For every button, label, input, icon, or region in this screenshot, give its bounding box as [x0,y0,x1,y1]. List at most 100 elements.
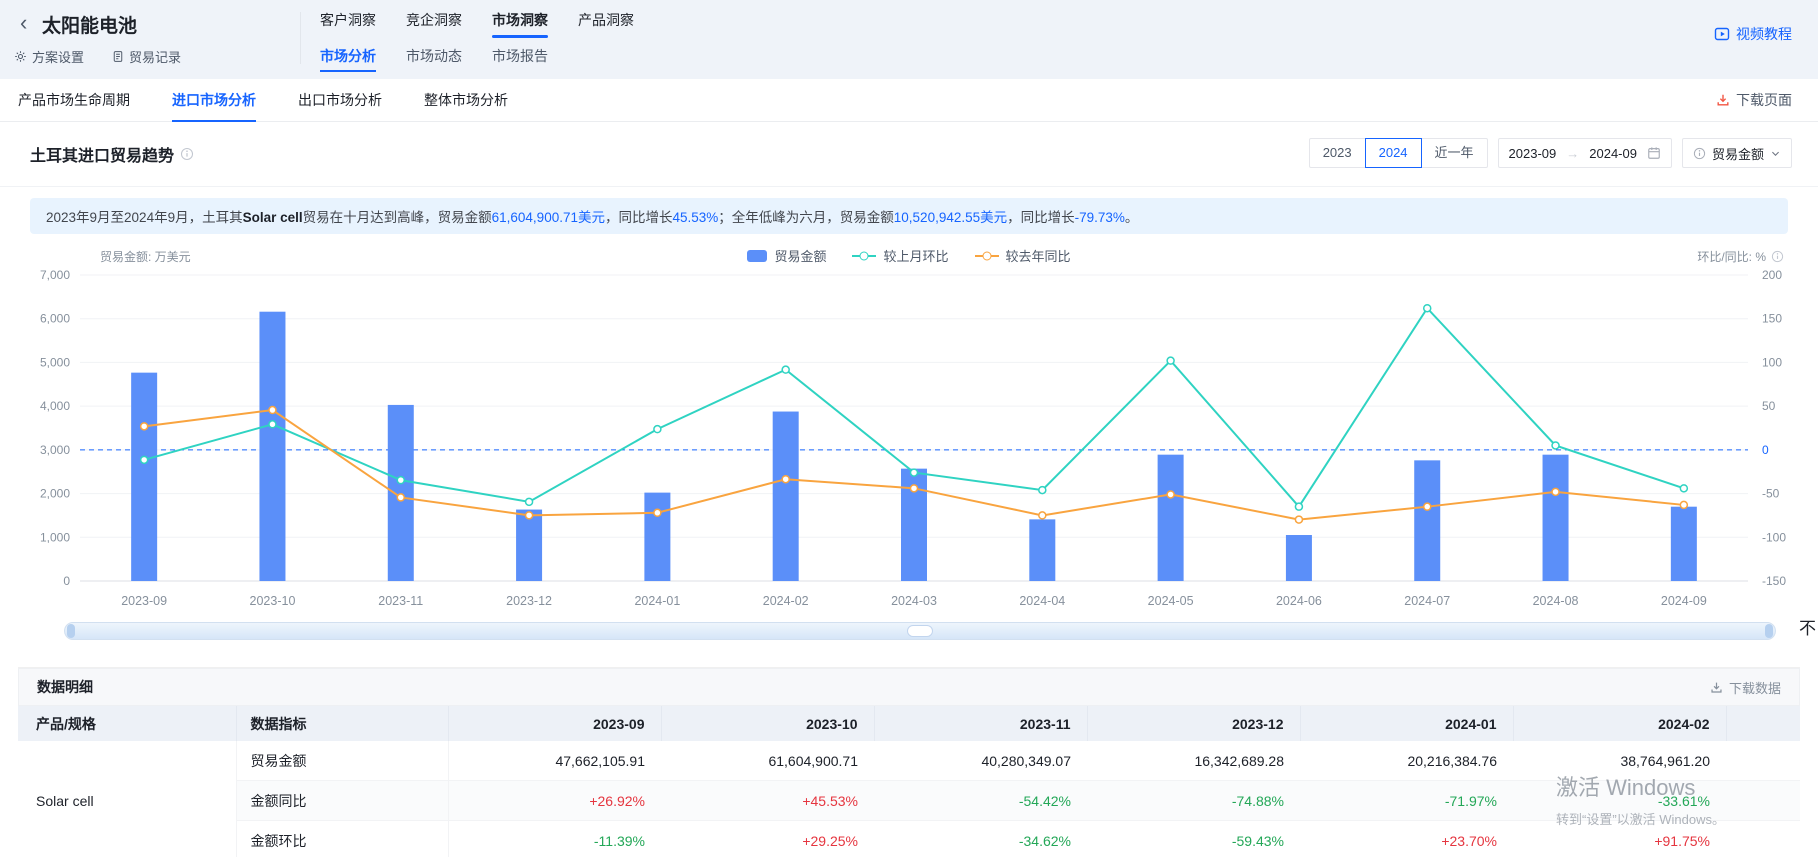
right-axis-tick: 0 [1762,443,1769,457]
value-cell: -34.62% [874,820,1087,857]
line-point [268,420,277,429]
zoom-handle-right[interactable] [1765,624,1773,638]
x-axis-label: 2024-03 [891,594,937,608]
line-point [781,365,790,374]
last-year-button[interactable]: 近一年 [1420,138,1488,168]
year-2023-button[interactable]: 2023 [1308,138,1366,168]
document-icon [113,51,123,62]
year-segment: 2023 2024 近一年 [1308,138,1488,168]
col-month-header: 2024-01 [1300,706,1514,741]
video-tutorial-link[interactable]: 视频教程 [1714,24,1792,44]
trade-amount-bar [131,372,158,581]
insight-banner: 2023年9月至2024年9月，土耳其Solar cell贸易在十月达到高峰，贸… [30,198,1788,234]
scheme-settings-link[interactable]: 方案设置 [14,47,84,66]
trade-records-link[interactable]: 贸易记录 [112,47,181,66]
x-axis-label: 2023-09 [121,594,167,608]
filler-cell [1726,820,1800,857]
tab-customer-insight[interactable]: 客户洞察 [320,12,376,28]
data-detail-section: 数据明细 下载数据 产品/规格 数据指标 2023-09 2023-10 202… [18,667,1800,857]
nav-overall-analysis[interactable]: 整体市场分析 [424,91,508,108]
value-cell: -33.61% [1513,780,1726,821]
left-axis-tick: 1,000 [40,530,70,544]
nav-import-analysis[interactable]: 进口市场分析 [172,79,256,122]
right-axis-tick: 50 [1762,399,1776,413]
left-axis-tick: 3,000 [40,443,70,457]
line-point [1294,502,1304,511]
line-point [653,424,662,434]
banner-segment: 61,604,900.71美元 [491,210,605,225]
video-play-icon [1714,27,1730,41]
trade-amount-bar [1414,460,1441,581]
table-row: 金额环比 -11.39% +29.25% -34.62% -59.43% +23.70% +… [18,820,1800,857]
value-cell: +26.92% [448,780,661,821]
line-point [1551,441,1560,450]
download-page-button[interactable]: 下载页面 [1716,90,1792,110]
download-data-button[interactable]: 下载数据 [1710,678,1781,697]
divider [300,12,301,64]
value-cell: 40,280,349.07 [874,741,1087,781]
header-links: 方案设置 贸易记录 [14,47,181,66]
line-marker-icon [974,251,999,260]
tab-market-analysis[interactable]: 市场分析 [320,46,376,72]
x-axis-label: 2024-04 [1019,594,1065,608]
banner-segment: ；全年低峰为六月，贸易金额 [718,210,894,225]
line-point [909,484,919,493]
tab-market-dynamics[interactable]: 市场动态 [406,48,462,64]
col-month-header: 2023-11 [874,706,1088,741]
info-icon[interactable] [180,147,194,161]
x-axis-label: 2023-10 [250,594,296,608]
year-2024-button[interactable]: 2024 [1364,138,1422,168]
page-title: 太阳能电池 [42,16,138,37]
tab-market-report[interactable]: 市场报告 [492,48,548,64]
right-axis-tick: -150 [1762,574,1786,588]
line-point [1166,490,1175,499]
line-point [1679,484,1689,493]
trend-chart: 0 1,000 2,000 3,000 4,000 5,000 6,000 7,000 -150… [40,268,1786,608]
line-point [524,511,534,520]
value-cell: 47,662,105.91 [448,741,661,781]
date-range-picker[interactable]: 2023-09 → 2024-09 [1497,138,1672,168]
line-point [1166,356,1175,365]
zoom-handle-left[interactable] [67,624,75,638]
line-point [1294,515,1304,524]
value-cell: 16,342,689.28 [1087,741,1300,781]
line-point [1551,487,1560,497]
tab-product-insight[interactable]: 产品洞察 [578,12,634,28]
chart-zoom-scrollbar[interactable] [64,622,1776,640]
legend-mom[interactable]: 较上月环比 [852,246,949,265]
x-axis-label: 2024-09 [1661,594,1707,608]
left-axis-tick: 5,000 [40,355,70,369]
date-from: 2023-09 [1508,145,1557,161]
indicator-cell: 金额同比 [236,780,449,821]
bar-marker-icon [747,249,768,262]
right-axis-tick: 100 [1762,355,1782,369]
trade-amount-bar [1285,535,1312,581]
download-icon [1717,94,1729,106]
left-axis-tick: 2,000 [40,487,70,501]
info-icon[interactable] [1771,250,1784,263]
trade-amount-bar [772,411,799,581]
line-point [396,493,406,502]
legend-yoy[interactable]: 较去年同比 [974,246,1071,265]
line-point [1422,303,1432,313]
line-point [1038,511,1047,520]
filler-cell [1726,780,1800,821]
col-month-header: 2023-12 [1087,706,1301,741]
metric-dropdown[interactable]: 贸易金额 [1681,138,1792,168]
zoom-grip[interactable] [907,625,933,637]
line-point [139,455,149,465]
legend-trade-amount[interactable]: 贸易金额 [747,246,826,265]
left-axis-unit-label: 贸易金额: 万美元 [100,250,191,264]
tab-competitor-insight[interactable]: 竞企洞察 [406,12,462,28]
right-axis-unit-label: 环比/同比: % [1697,248,1784,265]
banner-segment: 45.53% [672,210,719,225]
tab-market-insight[interactable]: 市场洞察 [492,8,548,38]
value-cell: 20,216,384.76 [1300,741,1513,781]
gear-icon [15,51,26,62]
nav-product-lifecycle[interactable]: 产品市场生命周期 [18,91,130,108]
back-icon[interactable]: ‹ [20,10,28,35]
nav-export-analysis[interactable]: 出口市场分析 [298,91,382,108]
clipped-edge-text[interactable]: 不 [1799,619,1816,638]
line-point [139,422,149,431]
